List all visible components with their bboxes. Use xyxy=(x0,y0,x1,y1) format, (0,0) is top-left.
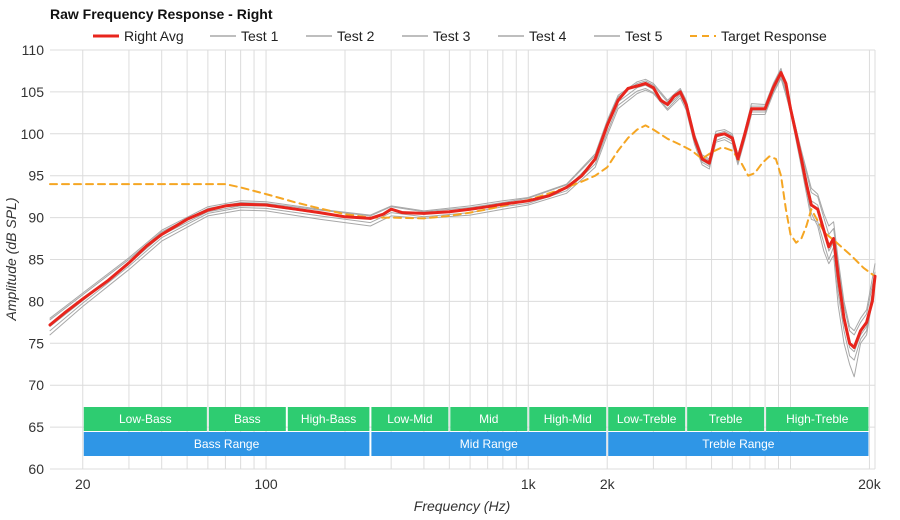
band-treble-range xyxy=(608,432,869,456)
legend-label: Target Response xyxy=(721,28,827,44)
band-label: Treble Range xyxy=(702,437,775,451)
band-treble xyxy=(687,407,765,431)
grid xyxy=(50,49,876,470)
band-label: Mid Range xyxy=(460,437,518,451)
legend-label: Right Avg xyxy=(124,28,184,44)
y-tick-label: 105 xyxy=(21,84,45,100)
frequency-bands: Low-Bass Bass High-Bass Low-Mid Mid High-Mid L… xyxy=(83,407,869,456)
x-tick-label: 100 xyxy=(254,476,278,492)
x-tick-label: 20 xyxy=(75,476,91,492)
y-axis-ticks: 60 65 70 75 80 85 90 95 100 105 110 xyxy=(21,42,45,477)
series-test-3 xyxy=(49,78,876,378)
x-tick-label: 1k xyxy=(521,476,537,492)
legend-label: Test 2 xyxy=(337,28,375,44)
y-tick-label: 100 xyxy=(21,126,45,142)
legend: Right Avg Test 1 Test 2 Test 3 Test 4 Test 5 T… xyxy=(93,28,827,44)
x-tick-label: 2k xyxy=(600,476,616,492)
y-tick-label: 95 xyxy=(28,168,44,184)
y-tick-label: 75 xyxy=(28,335,44,351)
band-label: High-Mid xyxy=(544,412,592,426)
legend-label: Test 3 xyxy=(433,28,471,44)
band-label: High-Bass xyxy=(301,412,356,426)
band-low-mid xyxy=(371,407,449,431)
band-label: Low-Mid xyxy=(387,412,432,426)
legend-label: Test 5 xyxy=(625,28,663,44)
band-bass xyxy=(208,407,286,431)
band-high-bass xyxy=(287,407,370,431)
chart-title: Raw Frequency Response - Right xyxy=(50,6,273,22)
y-tick-label: 65 xyxy=(28,419,44,435)
series-target-response xyxy=(49,124,876,278)
band-mid-range xyxy=(371,432,607,456)
y-tick-label: 90 xyxy=(28,210,44,226)
legend-label: Test 1 xyxy=(241,28,279,44)
y-tick-label: 70 xyxy=(28,377,44,393)
band-low-treble xyxy=(608,407,686,431)
band-high-mid xyxy=(529,407,607,431)
band-high-treble xyxy=(766,407,869,431)
band-label: Low-Treble xyxy=(617,412,677,426)
x-axis-ticks: 20 100 1k 2k 20k xyxy=(75,476,882,492)
band-label: High-Treble xyxy=(786,412,849,426)
y-tick-label: 85 xyxy=(28,252,44,268)
band-label: Bass Range xyxy=(194,437,260,451)
band-label: Treble xyxy=(709,412,743,426)
series-lines xyxy=(48,67,877,378)
x-axis-title: Frequency (Hz) xyxy=(414,498,510,514)
series-right-avg xyxy=(48,71,877,349)
y-tick-label: 80 xyxy=(28,293,44,309)
y-tick-label: 60 xyxy=(28,461,44,477)
band-mid xyxy=(450,407,528,431)
series-test-1 xyxy=(49,76,876,361)
band-label: Bass xyxy=(234,412,261,426)
x-tick-label: 20k xyxy=(858,476,882,492)
band-label: Low-Bass xyxy=(119,412,172,426)
legend-label: Test 4 xyxy=(529,28,567,44)
band-label: Mid xyxy=(479,412,498,426)
band-low-bass xyxy=(83,407,207,431)
y-tick-label: 110 xyxy=(22,42,45,58)
y-axis-title: Amplitude (dB SPL) xyxy=(3,198,19,322)
band-bass-range xyxy=(83,432,370,456)
